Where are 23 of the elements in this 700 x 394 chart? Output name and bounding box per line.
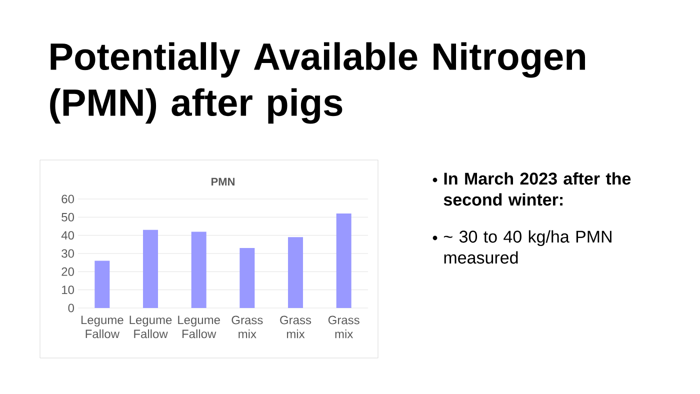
y-tick-label: 50 bbox=[62, 212, 74, 222]
y-tick-label: 40 bbox=[61, 231, 74, 240]
y-tick-label: 10 bbox=[62, 286, 74, 294]
text: ~ 30 to 40 kg/ha PMN measured bbox=[444, 230, 612, 264]
bar bbox=[336, 214, 352, 308]
bar bbox=[94, 260, 110, 308]
bar bbox=[143, 230, 158, 308]
y-tick-label: 20 bbox=[62, 267, 74, 276]
y-tick-label: 60 bbox=[62, 194, 74, 204]
text: In March 2023 after the second winter: bbox=[444, 172, 631, 206]
bar bbox=[288, 237, 303, 308]
y-tick-label: 30 bbox=[62, 249, 74, 258]
x-tick-label: Grass mix bbox=[328, 316, 360, 338]
bar bbox=[240, 248, 255, 308]
x-tick-label: Legume Fallow bbox=[81, 316, 124, 338]
chart-subtitle: PMN bbox=[212, 178, 234, 186]
x-tick-label: Grass mix bbox=[280, 316, 312, 338]
bar bbox=[191, 232, 206, 308]
x-tick-label: Legume Fallow bbox=[178, 316, 220, 338]
y-tick-label: 0 bbox=[68, 304, 74, 312]
chart-title: Potentially Available Nitrogen (PMN) after pigs bbox=[50, 42, 585, 124]
x-tick-label: Legume Fallow bbox=[130, 316, 172, 338]
x-tick-label: Grass mix bbox=[232, 316, 263, 338]
